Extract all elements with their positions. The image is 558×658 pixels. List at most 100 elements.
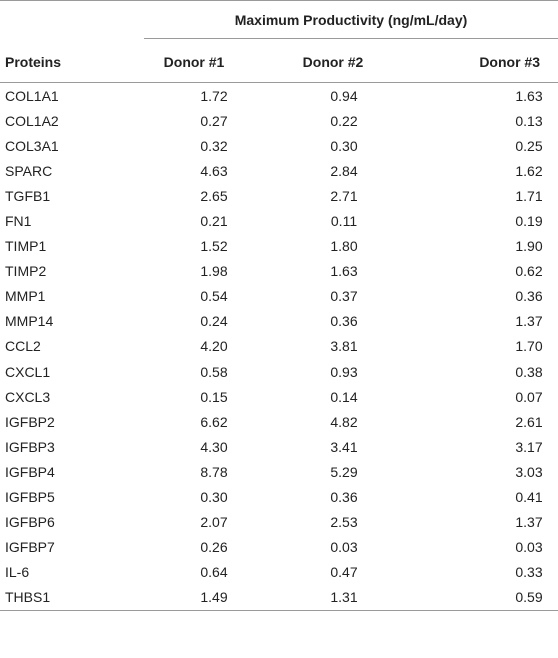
donor-1-value-cell: 4.30 bbox=[200, 438, 228, 455]
donor-3-value-cell: 0.25 bbox=[515, 137, 543, 154]
donor-2-value-cell: 2.84 bbox=[330, 162, 358, 179]
table-row: MMP1 0.54 0.37 0.36 bbox=[0, 284, 558, 309]
protein-name-cell: TIMP1 bbox=[5, 238, 47, 255]
protein-name-cell: IGFBP4 bbox=[5, 463, 55, 480]
protein-name-cell: MMP1 bbox=[5, 288, 46, 305]
table-row: IGFBP7 0.26 0.03 0.03 bbox=[0, 535, 558, 560]
table-row: CXCL1 0.58 0.93 0.38 bbox=[0, 359, 558, 384]
donor-2-value-cell: 0.94 bbox=[330, 87, 358, 104]
donor-3-value-cell: 0.03 bbox=[515, 539, 543, 556]
donor-3-value-cell: 1.63 bbox=[515, 87, 543, 104]
protein-name-cell: IL-6 bbox=[5, 564, 30, 581]
donor-3-value-cell: 0.62 bbox=[515, 263, 543, 280]
donor-2-value-cell: 3.41 bbox=[330, 438, 358, 455]
group-header-row: Maximum Productivity (ng/mL/day) bbox=[0, 1, 558, 42]
bottom-rule bbox=[0, 610, 558, 611]
protein-name-cell: COL1A1 bbox=[5, 87, 59, 104]
donor-1-value-cell: 0.15 bbox=[200, 388, 228, 405]
donor-1-value-cell: 0.32 bbox=[200, 137, 228, 154]
table-row: THBS1 1.49 1.31 0.59 bbox=[0, 585, 558, 611]
donor-1-value-cell: 8.78 bbox=[200, 463, 228, 480]
donor-1-value-cell: 0.58 bbox=[200, 363, 228, 380]
donor-2-value-cell: 1.31 bbox=[330, 589, 358, 606]
column-header-donor-3: Donor #3 bbox=[479, 54, 540, 70]
header-rule bbox=[0, 82, 558, 83]
protein-name-cell: TGFB1 bbox=[5, 187, 51, 204]
donor-3-value-cell: 0.07 bbox=[515, 388, 543, 405]
donor-3-value-cell: 3.03 bbox=[515, 463, 543, 480]
donor-2-value-cell: 5.29 bbox=[330, 463, 358, 480]
donor-1-value-cell: 2.65 bbox=[200, 187, 228, 204]
donor-3-value-cell: 0.19 bbox=[515, 213, 543, 230]
donor-2-value-cell: 0.30 bbox=[330, 137, 358, 154]
donor-2-value-cell: 0.93 bbox=[330, 363, 358, 380]
donor-3-value-cell: 0.36 bbox=[515, 288, 543, 305]
group-header-spacer bbox=[0, 1, 130, 42]
protein-name-cell: IGFBP2 bbox=[5, 413, 55, 430]
donor-2-value-cell: 1.63 bbox=[330, 263, 358, 280]
protein-name-cell: IGFBP6 bbox=[5, 514, 55, 531]
table-row: IGFBP2 6.62 4.82 2.61 bbox=[0, 409, 558, 434]
donor-2-value-cell: 2.53 bbox=[330, 514, 358, 531]
table-row: IGFBP4 8.78 5.29 3.03 bbox=[0, 459, 558, 484]
donor-2-value-cell: 2.71 bbox=[330, 187, 358, 204]
donor-3-value-cell: 0.33 bbox=[515, 564, 543, 581]
donor-1-value-cell: 0.30 bbox=[200, 489, 228, 506]
table-row: IGFBP5 0.30 0.36 0.41 bbox=[0, 485, 558, 510]
table-row: TGFB1 2.65 2.71 1.71 bbox=[0, 183, 558, 208]
table-row: IL-6 0.64 0.47 0.33 bbox=[0, 560, 558, 585]
donor-2-value-cell: 3.81 bbox=[330, 338, 358, 355]
donor-1-value-cell: 4.63 bbox=[200, 162, 228, 179]
table-row: FN1 0.21 0.11 0.19 bbox=[0, 208, 558, 233]
protein-name-cell: FN1 bbox=[5, 213, 32, 230]
table-row: COL1A1 1.72 0.94 1.63 bbox=[0, 83, 558, 108]
table-row: CCL2 4.20 3.81 1.70 bbox=[0, 334, 558, 359]
protein-name-cell: CXCL3 bbox=[5, 388, 51, 405]
donor-1-value-cell: 2.07 bbox=[200, 514, 228, 531]
donor-3-value-cell: 1.90 bbox=[515, 238, 543, 255]
donor-2-value-cell: 4.82 bbox=[330, 413, 358, 430]
table-row: TIMP2 1.98 1.63 0.62 bbox=[0, 259, 558, 284]
donor-3-value-cell: 1.37 bbox=[515, 514, 543, 531]
table-row: CXCL3 0.15 0.14 0.07 bbox=[0, 384, 558, 409]
group-header-cell: Maximum Productivity (ng/mL/day) bbox=[130, 1, 558, 42]
protein-name-cell: TIMP2 bbox=[5, 263, 47, 280]
donor-3-value-cell: 0.38 bbox=[515, 363, 543, 380]
donor-3-value-cell: 2.61 bbox=[515, 413, 543, 430]
protein-name-cell: THBS1 bbox=[5, 589, 51, 606]
donor-3-value-cell: 1.62 bbox=[515, 162, 543, 179]
donor-2-value-cell: 0.11 bbox=[330, 213, 358, 230]
protein-name-cell: COL3A1 bbox=[5, 137, 59, 154]
donor-3-value-cell: 1.70 bbox=[515, 338, 543, 355]
protein-name-cell: COL1A2 bbox=[5, 112, 59, 129]
donor-2-value-cell: 1.80 bbox=[330, 238, 358, 255]
protein-name-cell: CXCL1 bbox=[5, 363, 51, 380]
protein-name-cell: SPARC bbox=[5, 162, 53, 179]
donor-2-value-cell: 0.14 bbox=[330, 388, 358, 405]
table-row: TIMP1 1.52 1.80 1.90 bbox=[0, 234, 558, 259]
column-header-proteins: Proteins bbox=[5, 54, 62, 70]
donor-2-value-cell: 0.22 bbox=[330, 112, 358, 129]
group-header-label: Maximum Productivity (ng/mL/day) bbox=[144, 4, 558, 39]
donor-1-value-cell: 0.26 bbox=[200, 539, 228, 556]
protein-name-cell: CCL2 bbox=[5, 338, 41, 355]
donor-2-value-cell: 0.36 bbox=[330, 489, 358, 506]
donor-2-value-cell: 0.37 bbox=[330, 288, 358, 305]
donor-2-value-cell: 0.47 bbox=[330, 564, 358, 581]
donor-3-value-cell: 3.17 bbox=[515, 438, 543, 455]
donor-1-value-cell: 4.20 bbox=[200, 338, 228, 355]
productivity-table: Maximum Productivity (ng/mL/day) Protein… bbox=[0, 0, 558, 611]
donor-1-value-cell: 0.27 bbox=[200, 112, 228, 129]
protein-name-cell: IGFBP3 bbox=[5, 438, 55, 455]
donor-1-value-cell: 1.49 bbox=[200, 589, 228, 606]
donor-2-value-cell: 0.36 bbox=[330, 313, 358, 330]
donor-1-value-cell: 0.54 bbox=[200, 288, 228, 305]
table-row: COL1A2 0.27 0.22 0.13 bbox=[0, 108, 558, 133]
table-row: COL3A1 0.32 0.30 0.25 bbox=[0, 133, 558, 158]
donor-1-value-cell: 0.64 bbox=[200, 564, 228, 581]
protein-name-cell: IGFBP7 bbox=[5, 539, 55, 556]
donor-3-value-cell: 1.37 bbox=[515, 313, 543, 330]
top-rule bbox=[0, 0, 558, 1]
donor-3-value-cell: 0.13 bbox=[515, 112, 543, 129]
donor-3-value-cell: 0.59 bbox=[515, 589, 543, 606]
